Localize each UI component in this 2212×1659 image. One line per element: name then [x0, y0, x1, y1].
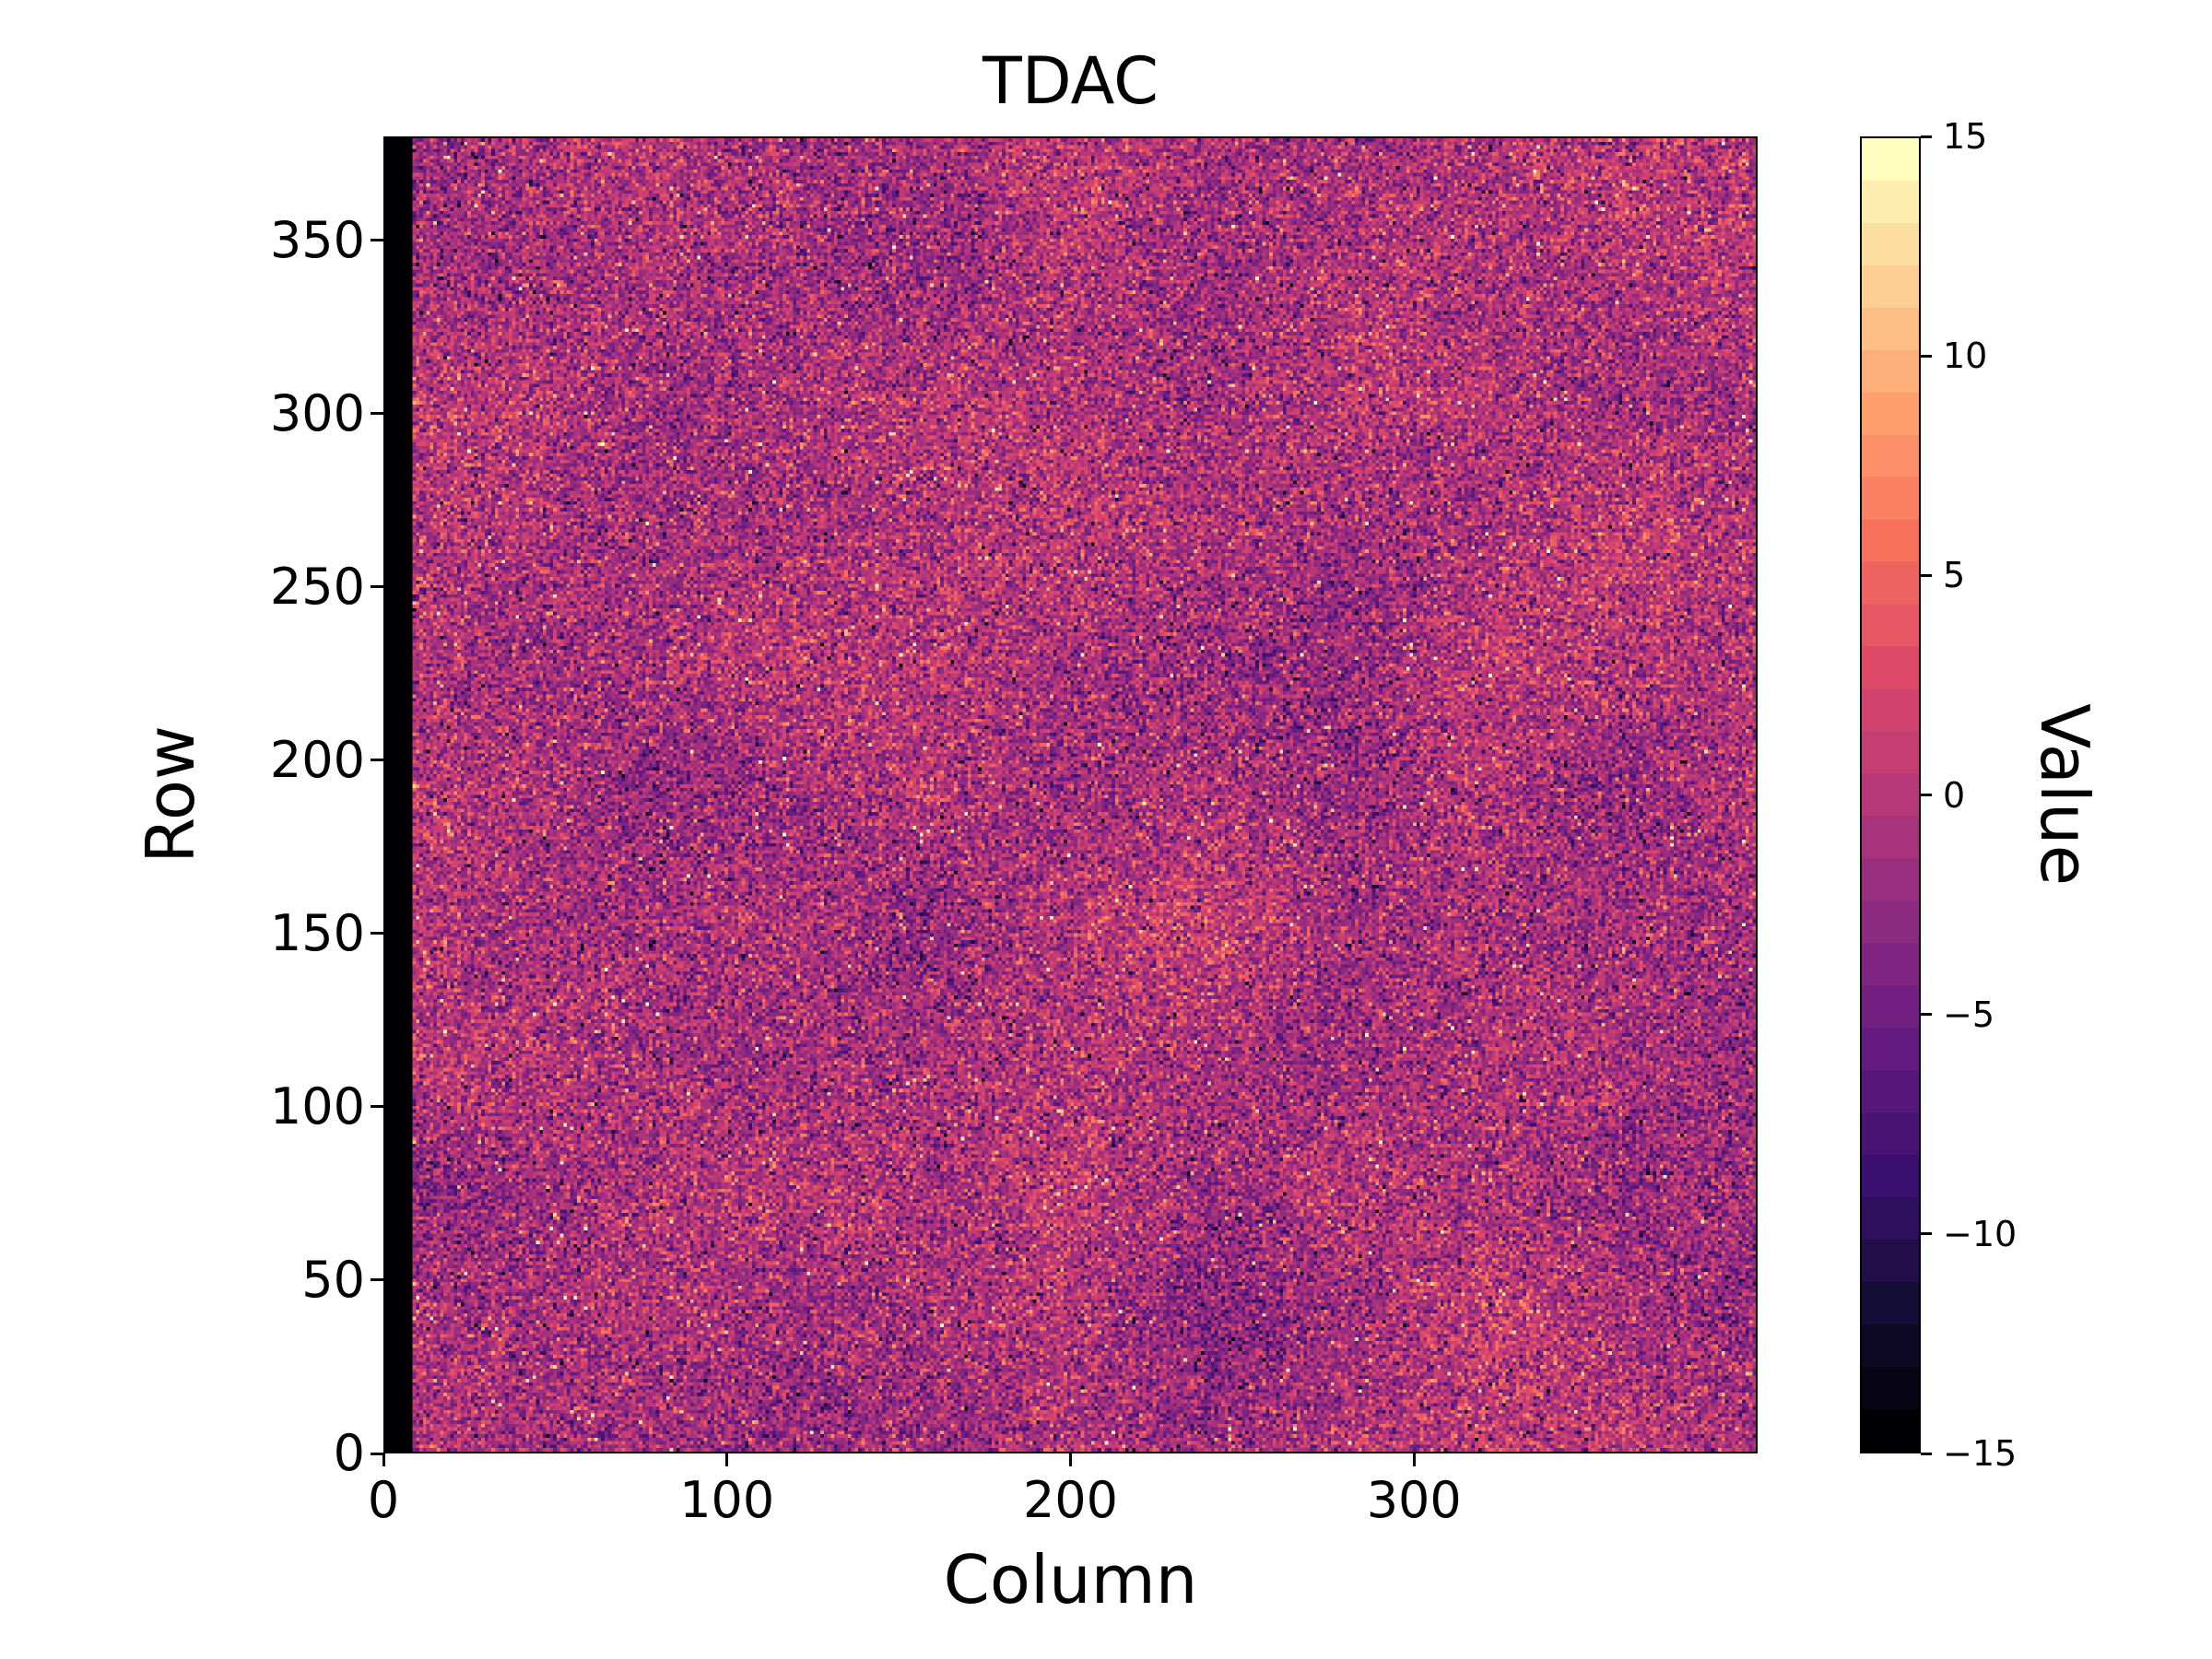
colorbar-tick-mark — [1921, 1452, 1932, 1455]
colorbar-tick-label: 10 — [1943, 335, 1988, 377]
colorbar-tick-label: −5 — [1943, 994, 1995, 1035]
x-tick-label: 0 — [367, 1471, 400, 1529]
heatmap-plot-area — [383, 136, 1758, 1453]
colorbar-tick-mark — [1921, 794, 1932, 796]
colorbar-tick-label: 0 — [1943, 774, 1966, 816]
y-tick-label: 200 — [269, 730, 365, 789]
x-tick-mark — [382, 1453, 385, 1466]
y-tick-mark — [371, 1278, 383, 1282]
y-tick-label: 50 — [301, 1250, 365, 1309]
y-tick-mark — [371, 412, 383, 416]
colorbar-tick-mark — [1921, 1232, 1932, 1236]
y-tick-mark — [371, 585, 383, 589]
colorbar-canvas — [1862, 138, 1919, 1452]
y-tick-label: 0 — [333, 1424, 365, 1482]
colorbar — [1860, 136, 1921, 1453]
y-tick-mark — [371, 759, 383, 762]
y-tick-mark — [371, 932, 383, 935]
x-tick-mark — [1412, 1453, 1416, 1466]
x-tick-label: 300 — [1366, 1471, 1462, 1529]
x-tick-label: 100 — [679, 1471, 775, 1529]
x-tick-mark — [1069, 1453, 1072, 1466]
y-tick-mark — [371, 1105, 383, 1109]
y-tick-label: 250 — [269, 557, 365, 616]
colorbar-tick-mark — [1921, 573, 1932, 577]
y-tick-mark — [371, 1452, 383, 1455]
x-tick-mark — [725, 1453, 729, 1466]
colorbar-tick-mark — [1921, 135, 1932, 138]
x-tick-label: 200 — [1022, 1471, 1119, 1529]
colorbar-tick-mark — [1921, 1013, 1932, 1017]
colorbar-tick-mark — [1921, 354, 1932, 358]
colorbar-tick-label: 15 — [1943, 116, 1988, 157]
y-tick-label: 350 — [269, 210, 365, 269]
y-tick-label: 150 — [269, 903, 365, 962]
colorbar-tick-label: −10 — [1943, 1213, 2018, 1254]
colorbar-tick-label: 5 — [1943, 555, 1966, 596]
y-tick-label: 300 — [269, 383, 365, 442]
chart-title: TDAC — [982, 43, 1159, 119]
y-tick-mark — [371, 239, 383, 242]
colorbar-tick-label: −15 — [1943, 1433, 2018, 1474]
y-tick-label: 100 — [269, 1077, 365, 1135]
heatmap-canvas — [385, 138, 1756, 1452]
x-axis-label: Column — [943, 1541, 1198, 1618]
